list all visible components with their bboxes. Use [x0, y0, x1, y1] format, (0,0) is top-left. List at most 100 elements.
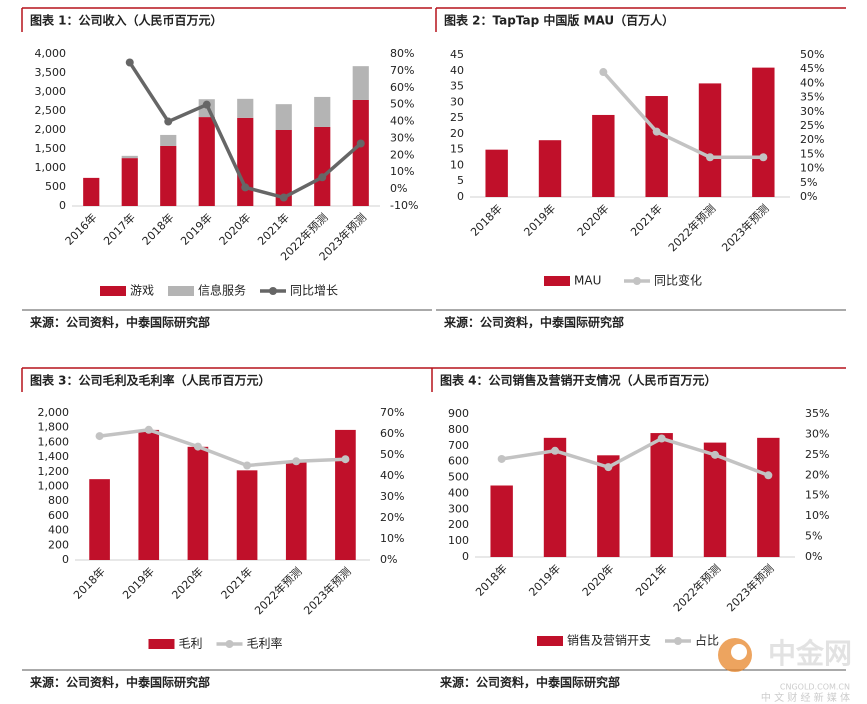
y-tick-label: 1,600 [38, 435, 70, 448]
legend-swatch [168, 286, 194, 296]
y-tick-label: 35 [450, 80, 464, 93]
line-point [759, 153, 768, 162]
y-tick-label: 45 [450, 48, 464, 61]
chart-title: 图表 4：公司销售及营销开支情况（人民币百万元） [440, 373, 717, 388]
legend-item: MAU [544, 274, 601, 288]
bar [236, 470, 258, 560]
legend-label: 同比变化 [654, 273, 702, 288]
bar [752, 67, 775, 197]
watermark-logo [731, 644, 747, 660]
y2-tick-label: 30% [380, 490, 404, 503]
line-point [497, 454, 506, 463]
chart-title: 图表 3：公司毛利及毛利率（人民币百万元） [30, 373, 271, 388]
line-point [164, 117, 173, 126]
bar [121, 158, 138, 206]
bar [650, 433, 673, 557]
legend-swatch [100, 286, 126, 296]
bar [83, 177, 100, 206]
y-tick-label: 25 [450, 111, 464, 124]
x-tick-label: 2021年 [218, 564, 255, 601]
legend-label: 毛利 [179, 637, 203, 651]
bar [352, 66, 369, 100]
y-tick-label: 30 [450, 95, 464, 108]
y-tick-label: 4,000 [35, 47, 67, 60]
line-point [125, 58, 134, 67]
bar [160, 134, 177, 146]
legend-label: MAU [574, 274, 601, 288]
line-point [193, 442, 202, 451]
legend-swatch [225, 640, 234, 648]
y-tick-label: 400 [448, 486, 469, 499]
legend-item: 毛利率 [216, 636, 283, 651]
y-tick-label: 500 [45, 180, 66, 193]
y2-tick-label: 60% [390, 81, 414, 94]
chart-title: 图表 2：TapTap 中国版 MAU（百万人） [444, 13, 674, 28]
bar [138, 429, 160, 560]
line-point [604, 463, 613, 472]
y2-tick-label: 10% [390, 165, 414, 178]
y-tick-label: 3,000 [35, 85, 67, 98]
y2-tick-label: 50% [380, 448, 404, 461]
legend-swatch [537, 636, 563, 646]
y-tick-label: 400 [48, 524, 69, 537]
legend-swatch [148, 639, 175, 649]
x-tick-label: 2020年 [169, 564, 206, 601]
x-tick-label: 2017年 [101, 210, 138, 247]
line-point [95, 432, 104, 441]
legend-label: 占比 [695, 633, 719, 648]
bar [485, 149, 508, 197]
x-tick-label: 2020年 [574, 201, 611, 238]
legend-label: 销售及营销开支 [567, 633, 651, 648]
line-point [318, 173, 327, 182]
y2-tick-label: 70% [390, 64, 414, 77]
chart-title: 图表 1：公司收入（人民币百万元） [30, 13, 223, 28]
y-tick-label: 600 [48, 509, 69, 522]
legend-item: 销售及营销开支 [537, 633, 651, 648]
y2-tick-label: 0% [380, 553, 397, 566]
line-point [356, 139, 365, 148]
bar [543, 437, 567, 557]
bar [314, 96, 331, 127]
y2-tick-label: 5% [805, 530, 822, 543]
y2-tick-label: 70% [380, 406, 404, 419]
legend-label: 毛利率 [247, 636, 283, 651]
y2-tick-label: 50% [390, 98, 414, 111]
y-tick-label: 10 [450, 158, 464, 171]
legend-swatch [269, 287, 277, 295]
x-tick-label: 2016年 [62, 210, 99, 247]
y2-tick-label: 60% [380, 427, 404, 440]
y2-tick-label: 50% [800, 48, 824, 61]
bar [490, 485, 513, 557]
watermark-url: CNGOLD.COM.CN [780, 683, 850, 692]
line-point [551, 446, 559, 455]
x-tick-label: 2019年 [120, 564, 157, 601]
y2-tick-label: 20% [800, 133, 824, 146]
legend-item: 同比增长 [260, 284, 338, 298]
y-tick-label: 20 [450, 127, 464, 140]
line [501, 436, 769, 477]
y2-tick-label: 35% [800, 91, 824, 104]
line-point [144, 425, 153, 434]
y2-tick-label: 25% [800, 119, 824, 132]
y-tick-label: 300 [448, 502, 469, 515]
bar [757, 437, 780, 557]
legend-swatch [633, 277, 641, 285]
y-tick-label: 2,500 [35, 104, 67, 117]
y2-tick-label: 45% [800, 62, 824, 75]
x-tick-label: 2019年 [521, 201, 558, 238]
y-tick-label: 900 [448, 407, 469, 420]
y-tick-label: 600 [448, 455, 469, 468]
x-tick-label: 2018年 [472, 561, 509, 598]
y2-tick-label: 15% [800, 147, 824, 160]
y2-tick-label: 10% [380, 532, 404, 545]
bar [335, 429, 356, 560]
y2-tick-label: 0% [390, 182, 407, 195]
x-tick-label: 2022年预测 [670, 561, 723, 614]
y2-tick-label: 40% [380, 469, 404, 482]
x-tick-label: 2023年预测 [719, 201, 772, 254]
bar [89, 479, 110, 560]
bar [198, 117, 215, 206]
y-tick-label: 0 [59, 199, 66, 212]
